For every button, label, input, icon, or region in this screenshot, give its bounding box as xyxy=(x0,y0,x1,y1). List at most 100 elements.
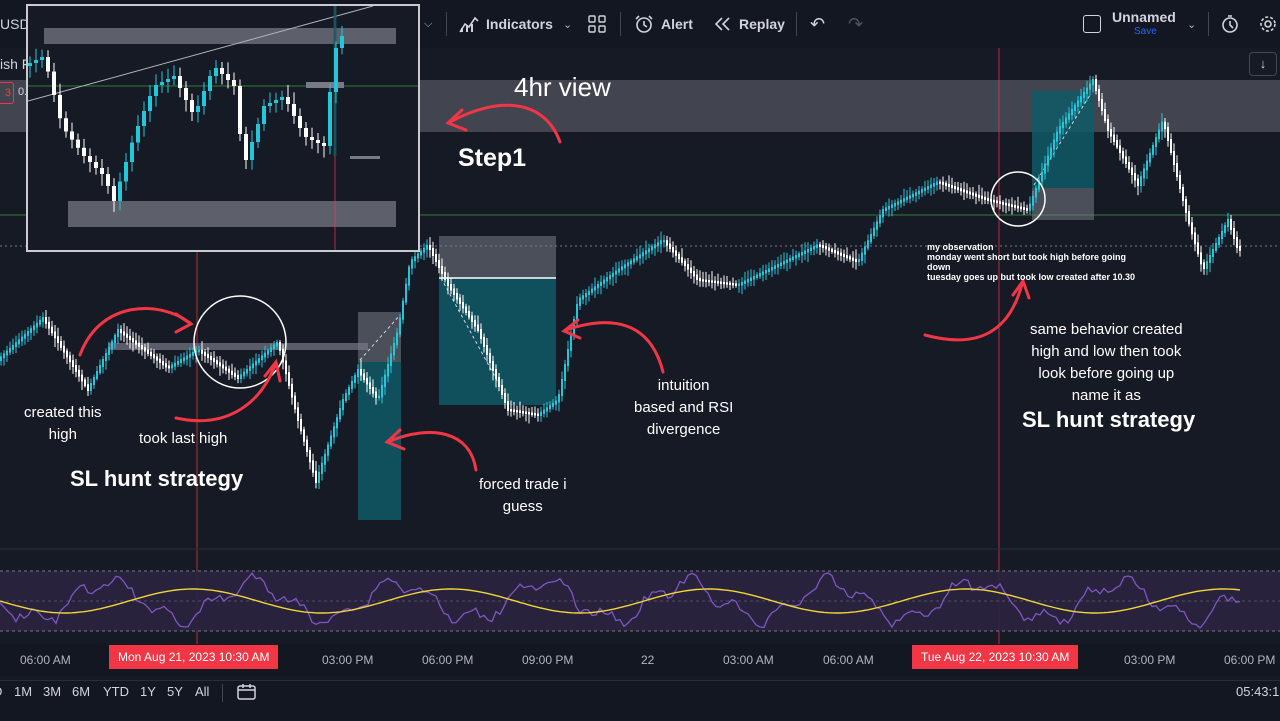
range-button-1m[interactable]: 1M xyxy=(14,684,33,699)
candle-body xyxy=(267,350,269,355)
candle-body xyxy=(1002,202,1004,205)
candle-body xyxy=(471,315,473,322)
candle-body xyxy=(603,279,605,284)
candle-body xyxy=(153,354,155,359)
candle-body xyxy=(765,270,767,274)
candlestick-series xyxy=(0,74,1241,489)
candle-body xyxy=(111,341,113,349)
candle-body xyxy=(513,409,515,412)
layouts-button[interactable] xyxy=(587,12,607,36)
candle-body xyxy=(444,272,446,280)
crosshair-time-left: Mon Aug 21, 2023 10:30 AM xyxy=(109,645,279,669)
candle-body xyxy=(51,326,53,334)
inset-candle-body xyxy=(280,97,284,100)
candle-body xyxy=(648,248,650,253)
candle-body xyxy=(1086,87,1088,94)
candle-body xyxy=(897,201,899,205)
candle-body xyxy=(870,233,872,243)
square-icon xyxy=(1083,15,1101,33)
range-button-all[interactable]: All xyxy=(195,684,210,699)
alert-button[interactable]: Alert xyxy=(633,12,693,36)
range-button-1y[interactable]: 1Y xyxy=(140,684,156,699)
candle-body xyxy=(1128,162,1130,170)
candle-body xyxy=(714,280,716,284)
candle-body xyxy=(1161,121,1163,132)
inset-candle-body xyxy=(82,147,86,156)
replay-button[interactable]: Replay xyxy=(713,12,785,36)
inset-candle-body xyxy=(166,79,170,82)
candle-body xyxy=(15,342,17,347)
candle-body xyxy=(942,181,944,185)
trade-box-forced-diag xyxy=(359,314,401,361)
candle-body xyxy=(873,227,875,236)
alert-label: Alert xyxy=(661,16,693,32)
candle-body xyxy=(6,350,8,356)
layout-checkbox[interactable] xyxy=(1083,12,1101,36)
quick-search-button[interactable] xyxy=(1220,12,1240,36)
range-button-ytd[interactable]: YTD xyxy=(103,684,129,699)
candle-body xyxy=(774,265,776,269)
candle-body xyxy=(1134,173,1136,181)
candle-body xyxy=(972,192,974,196)
candle-body xyxy=(222,364,224,369)
candle-body xyxy=(837,251,839,255)
time-tick: 06:00 PM xyxy=(422,653,474,667)
candle-body xyxy=(840,252,842,256)
time-tick: 06:00 PM xyxy=(1224,653,1276,667)
range-button-6m[interactable]: 6M xyxy=(72,684,91,699)
arrow-forced-head xyxy=(384,428,406,451)
candle-body xyxy=(246,368,248,374)
settings-button[interactable] xyxy=(1258,12,1278,36)
range-button-3m[interactable]: 3M xyxy=(43,684,62,699)
clock[interactable]: 05:43:1 xyxy=(1236,684,1280,699)
indicators-label: Indicators xyxy=(486,16,553,32)
range-button-5y[interactable]: 5Y xyxy=(167,684,183,699)
candle-body xyxy=(42,317,44,322)
candle-body xyxy=(921,189,923,193)
scroll-to-latest-button[interactable]: ↓ xyxy=(1249,52,1277,76)
candle-body xyxy=(303,429,305,442)
symbol-search[interactable]: USD xyxy=(0,12,30,36)
inset-candle-body xyxy=(328,92,332,146)
candle-body xyxy=(822,244,824,249)
candle-body xyxy=(894,202,896,207)
inset-marker-bar xyxy=(306,82,344,88)
candle-body xyxy=(579,297,581,306)
candle-body xyxy=(366,378,368,385)
candle-body xyxy=(351,381,353,389)
indicators-button[interactable]: Indicators xyxy=(458,12,553,36)
candle-body xyxy=(258,358,260,363)
range-button-d[interactable]: D xyxy=(0,684,2,699)
redo-button[interactable]: ↷ xyxy=(848,12,863,36)
candle-body xyxy=(165,363,167,368)
candle-body xyxy=(609,275,611,280)
candle-body xyxy=(420,250,422,256)
candle-body xyxy=(498,377,500,387)
candle-body xyxy=(261,355,263,361)
layout-menu-button[interactable]: ⌄ xyxy=(1187,12,1196,36)
inset-bottom-zone xyxy=(68,201,396,227)
candle-body xyxy=(39,319,41,325)
candle-body xyxy=(1014,205,1016,208)
candle-body xyxy=(297,407,299,421)
candle-body xyxy=(687,264,689,270)
inset-candle-body xyxy=(238,86,242,134)
candle-body xyxy=(762,271,764,275)
candle-body xyxy=(915,192,917,196)
candle-body xyxy=(1044,163,1046,174)
candle-body xyxy=(1041,171,1043,182)
candle-body xyxy=(24,333,26,339)
candle-body xyxy=(186,355,188,360)
candle-body xyxy=(276,341,278,347)
goto-date-button[interactable] xyxy=(236,682,258,707)
candle-body xyxy=(558,394,560,403)
candle-body xyxy=(144,347,146,352)
indicators-menu-button[interactable]: ⌄ xyxy=(563,12,572,36)
candle-body xyxy=(336,417,338,429)
layout-name-button[interactable]: Unnamed Save xyxy=(1112,8,1176,40)
undo-button[interactable]: ↶ xyxy=(810,12,825,36)
inset-candle-body xyxy=(64,118,68,132)
interval-dropdown[interactable]: ⌵ xyxy=(424,12,432,36)
legend-badge: 3 xyxy=(0,82,14,104)
